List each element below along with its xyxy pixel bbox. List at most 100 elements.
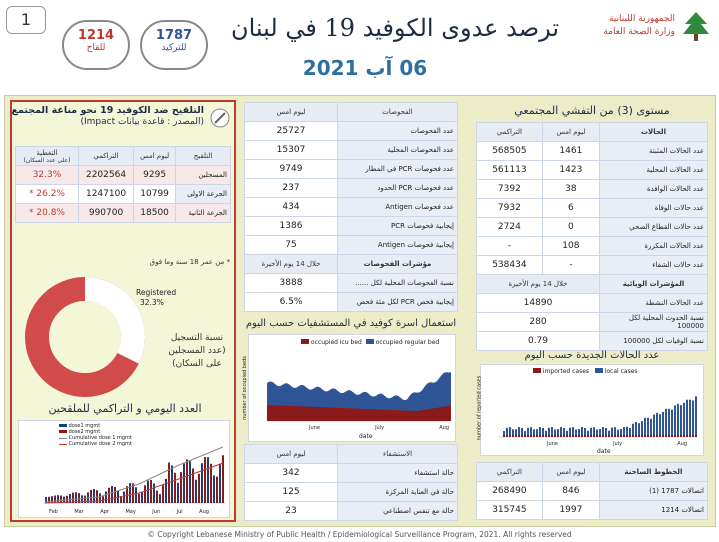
imported-cases-bar (620, 435, 622, 437)
imported-cases-bar (569, 435, 571, 437)
imported-cases-bar (563, 435, 565, 437)
daily-dose-bar (183, 463, 185, 503)
hotlines-table: الخطوط الساخنة ليوم امس التراكمي اتصالات… (476, 462, 708, 520)
local-cases-bar (554, 429, 556, 437)
imported-cases-bar (626, 435, 628, 437)
local-cases-bar (635, 422, 637, 437)
imported-cases-bar (596, 435, 598, 437)
daily-dose-bar (156, 490, 158, 503)
daily-dose-bar (126, 486, 128, 503)
cases-chart-xticks: June July Aug (547, 441, 687, 447)
daily-dose-bar (177, 482, 179, 503)
imported-cases-bar (641, 435, 643, 437)
imported-cases-bar (674, 435, 676, 437)
imported-cases-bar (509, 435, 511, 437)
imported-cases-bar (680, 435, 682, 437)
daily-dose-bar (45, 497, 47, 503)
imported-cases-bar (521, 435, 523, 437)
local-cases-bar (536, 429, 538, 437)
table-row: إيجابية فحوصات Antigen 75 (244, 235, 458, 255)
imported-cases-bar (614, 435, 616, 437)
table-row: عدد حالات الوفاة 6 7932 (476, 198, 708, 218)
local-cases-bar (656, 412, 658, 437)
local-cases-bar (590, 427, 592, 437)
imported-cases-bar (554, 435, 556, 437)
imported-cases-bar (683, 435, 685, 437)
imported-cases-bar (668, 435, 670, 437)
local-cases-bar (551, 427, 553, 437)
community-table: الحالات ليوم امس التراكمي عدد الحالات ال… (476, 122, 708, 351)
daily-dose-bar (207, 457, 209, 503)
local-cases-bar (512, 429, 514, 437)
community-indicators-period: خلال 14 يوم الأخيرة (476, 274, 600, 294)
daily-dose-bar (174, 472, 176, 503)
daily-dose-bar (150, 479, 152, 503)
imported-cases-bar (659, 435, 661, 437)
daily-dose-bar (99, 493, 101, 503)
col-header-vaccination: التلقيح (175, 146, 231, 166)
vaccination-panel: التلقيح ضد الكوفيد 19 نحو مناعة المجتمع … (10, 100, 236, 522)
imported-cases-bar (611, 435, 613, 437)
hospital-chart-xlabel: date (359, 433, 373, 440)
daily-dose-bar (147, 480, 149, 503)
imported-cases-bar (518, 435, 520, 437)
local-cases-bar (521, 427, 523, 437)
table-row: عدد الفحوصات 25727 (244, 121, 458, 141)
table-row: الجرعة الاولى 10799 1247100 26.2% * (15, 184, 231, 204)
imported-cases-bar (560, 435, 562, 437)
local-cases-bar (614, 427, 616, 437)
imported-cases-bar (572, 435, 574, 437)
local-cases-bar (692, 400, 694, 437)
ministry-name-line1: الجمهورية اللبنانية (608, 14, 675, 24)
imported-cases-bar (647, 435, 649, 437)
local-cases-bar (587, 430, 589, 437)
local-cases-bar (695, 396, 697, 437)
tests-indicators-header: مؤشرات الفحوصات (337, 254, 458, 274)
table-row: عدد فحوصات PCR في المطار 9749 (244, 159, 458, 179)
local-cases-bar (668, 408, 670, 437)
imported-cases-bar (629, 435, 631, 437)
daily-dose-bar (195, 479, 197, 503)
imported-cases-bar (638, 435, 640, 437)
table-row: اتصالات 1214 1997 315745 (476, 500, 708, 520)
imported-cases-bar (605, 435, 607, 437)
local-cases-bar (563, 427, 565, 437)
table-row: نسبة الحدوث المحلية لكل 100000 280 (476, 312, 708, 332)
hospital-chart-xticks: June July Aug (309, 425, 449, 431)
imported-cases-bar (557, 435, 559, 437)
daily-dose-bar (108, 487, 110, 503)
daily-dose-bar (75, 492, 77, 503)
local-cases-bar (575, 429, 577, 437)
local-cases-bar (506, 427, 508, 437)
local-cases-bar (674, 405, 676, 437)
table-row: نسبة الفحوصات المحلية لكل ...... 3888 (244, 273, 458, 293)
local-cases-bar (653, 414, 655, 437)
imported-cases-bar (662, 435, 664, 437)
col-header-yesterday: ليوم امس (244, 102, 338, 122)
col-header-tests: الفحوصات (337, 102, 458, 122)
imported-cases-bar (677, 435, 679, 437)
imported-cases-bar (533, 435, 535, 437)
daily-dose-bar (162, 485, 164, 503)
imported-cases-bar (527, 435, 529, 437)
local-cases-bar (518, 427, 520, 437)
imported-cases-bar (632, 435, 634, 437)
imported-cases-bar (617, 435, 619, 437)
hospital-chart-title: استعمال اسرة كوفيد في المستشفيات حسب الي… (245, 318, 457, 329)
hospital-beds-chart: occupied icu bed occupied regular bed nu… (242, 334, 456, 442)
daily-dose-bar (111, 486, 113, 503)
table-row: عدد حالات الشفاء -538434 (476, 255, 708, 275)
local-cases-bar (632, 423, 634, 437)
community-panel: مستوى (3) من التفشي المجتمعي الحالات ليو… (476, 104, 708, 351)
cumulative-dose1-line (44, 446, 224, 503)
daily-dose-bar (159, 494, 161, 503)
table-row: نسبة الوفيات لكل 100000 0.79 (476, 331, 708, 351)
page-number-box: 1 (6, 6, 46, 34)
daily-dose-bar (69, 493, 71, 503)
imported-cases-bar (593, 435, 595, 437)
table-row: عدد فحوصات PCR الحدود 237 (244, 178, 458, 198)
table-row: المسجلين 9295 2202564 32.3% (15, 165, 231, 185)
daily-dose-bar (120, 496, 122, 503)
imported-cases-bar (689, 435, 691, 437)
local-cases-bar (626, 426, 628, 437)
